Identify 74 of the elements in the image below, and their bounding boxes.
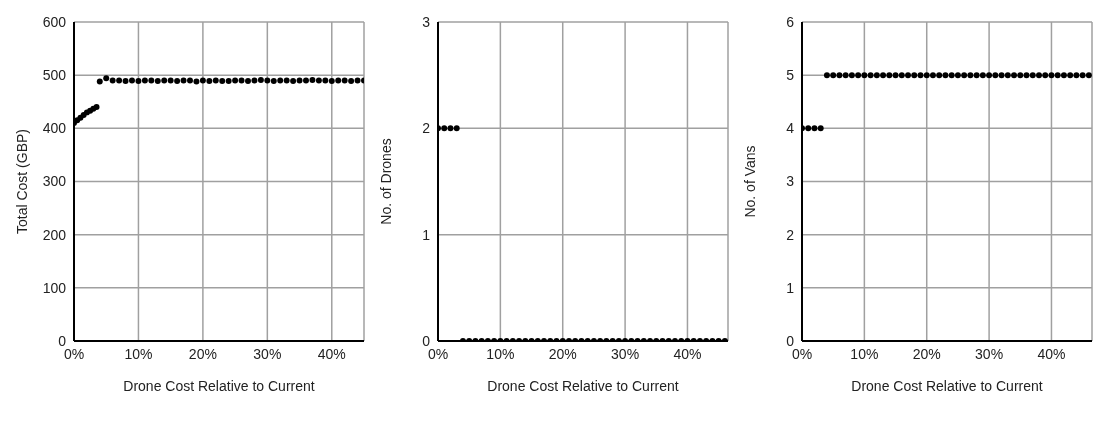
- point: [315, 77, 322, 84]
- y-tick-label: 600: [42, 13, 67, 30]
- point: [264, 77, 271, 84]
- point: [251, 77, 258, 84]
- point: [148, 77, 155, 84]
- point: [193, 78, 200, 85]
- point: [309, 76, 316, 83]
- point: [122, 78, 129, 84]
- point: [270, 78, 277, 84]
- x-tick-label: 20%: [188, 345, 217, 362]
- x-tick-label: 40%: [317, 345, 346, 362]
- y-axis-title: Total Cost (GBP): [13, 128, 30, 235]
- point: [322, 77, 329, 84]
- x-tick-label: 20%: [548, 345, 577, 362]
- point: [348, 78, 355, 84]
- point: [129, 77, 135, 84]
- x-tick-label: 30%: [611, 345, 640, 362]
- x-axis-title: Drone Cost Relative to Current: [487, 378, 679, 394]
- point: [180, 77, 187, 84]
- point: [296, 77, 303, 84]
- point: [232, 77, 239, 84]
- y-tick-label: 300: [42, 173, 67, 190]
- y-tick-label: 1: [786, 279, 795, 296]
- point: [225, 78, 232, 84]
- point: [161, 77, 168, 84]
- point: [335, 77, 342, 84]
- y-tick-label: 500: [42, 67, 67, 84]
- point: [116, 77, 123, 84]
- y-tick-label: 200: [42, 226, 67, 243]
- x-tick-label: 10%: [850, 345, 879, 362]
- point: [257, 76, 264, 83]
- point: [135, 78, 142, 84]
- point: [212, 77, 219, 84]
- y-tick-label: 4: [786, 120, 795, 137]
- point: [103, 75, 110, 82]
- y-tick-label: 1: [422, 226, 431, 243]
- x-axis-title: Drone Cost Relative to Current: [123, 378, 315, 394]
- y-axis-title: No. of Vans: [741, 145, 758, 218]
- x-tick-label: 20%: [912, 345, 941, 362]
- y-tick-label: 400: [42, 120, 67, 137]
- point: [154, 78, 161, 84]
- x-tick-label: 30%: [975, 345, 1004, 362]
- point: [283, 77, 290, 84]
- point: [238, 77, 245, 84]
- point: [219, 78, 226, 84]
- x-axis-title: Drone Cost Relative to Current: [851, 378, 1043, 394]
- x-tick-label: 40%: [673, 345, 702, 362]
- point: [341, 77, 348, 84]
- y-axis-title: No. of Drones: [377, 138, 394, 225]
- point: [199, 77, 206, 84]
- point: [290, 78, 297, 84]
- x-tick-label: 10%: [124, 345, 153, 362]
- y-tick-label: 3: [422, 13, 431, 30]
- y-tick-label: 2: [422, 120, 431, 137]
- point: [303, 77, 309, 84]
- y-tick-label: 6: [786, 13, 795, 30]
- point: [109, 77, 116, 84]
- point: [96, 78, 103, 85]
- point: [354, 77, 361, 84]
- point: [328, 78, 335, 84]
- point: [206, 78, 213, 84]
- point: [141, 77, 148, 84]
- y-tick-label: 2: [786, 226, 795, 243]
- x-tick-label: 30%: [253, 345, 282, 362]
- x-tick-label: 10%: [486, 345, 515, 362]
- y-tick-label: 3: [786, 173, 795, 190]
- point: [187, 77, 193, 84]
- point: [245, 78, 251, 84]
- x-tick-label: 40%: [1037, 345, 1066, 362]
- point: [167, 77, 174, 84]
- y-tick-label: 5: [786, 67, 795, 84]
- point: [277, 77, 284, 84]
- y-tick-label: 100: [42, 279, 67, 296]
- point: [174, 78, 181, 84]
